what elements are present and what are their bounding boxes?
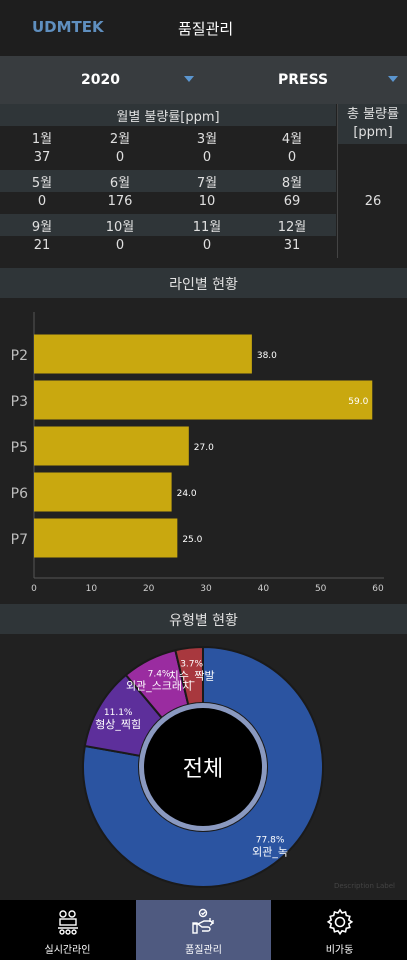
- month-label: 9월: [31, 220, 53, 235]
- month-label: 8월: [281, 176, 303, 191]
- month-value: 0: [115, 150, 125, 165]
- nav-label: 실시간라인: [44, 945, 91, 956]
- slice-name-label: 외관_스크래치: [126, 679, 192, 692]
- month-label: 1월: [31, 132, 53, 147]
- bar: [34, 426, 189, 466]
- month-value: 0: [287, 150, 297, 165]
- category-label: P5: [11, 440, 28, 456]
- month-label: 6월: [109, 176, 131, 191]
- bar: [34, 334, 252, 374]
- nav-label: 품질관리: [185, 945, 222, 956]
- slice-percent-label: 7.4%: [148, 669, 171, 679]
- x-tick-label: 20: [143, 584, 155, 594]
- x-tick-label: 60: [372, 584, 384, 594]
- month-value: 31: [283, 238, 301, 253]
- month-label-row: 9월 10월 11월 12월: [0, 214, 336, 236]
- category-label: P3: [11, 394, 28, 410]
- month-label: 3월: [196, 132, 218, 147]
- month-value: 0: [115, 238, 125, 253]
- category-label: P2: [11, 348, 28, 364]
- month-value: 176: [107, 194, 133, 209]
- bar-value-label: 38.0: [257, 351, 277, 361]
- process-select[interactable]: PRESS: [203, 56, 407, 104]
- month-value: 21: [33, 238, 51, 253]
- line-status-header: 라인별 현황: [0, 268, 407, 298]
- donut-hole: [144, 708, 262, 826]
- gear-icon: [326, 908, 353, 936]
- x-tick-label: 0: [31, 584, 37, 594]
- month-value-row: 21 0 0 31: [0, 236, 336, 258]
- chart-description-label: Description Label: [334, 882, 395, 890]
- month-label: 10월: [105, 220, 135, 235]
- filter-bar: 2020 PRESS: [0, 56, 407, 104]
- total-defect-column: 총 불량률 [ppm] 26: [337, 104, 407, 258]
- type-donut-chart: 전체 77.8% 외관_녹 11.1% 형상_찍힘 7.4% 외관_스크래치 3.7% 치수_짝…: [0, 634, 407, 896]
- slice-percent-label: 77.8%: [256, 836, 285, 846]
- bar: [34, 380, 373, 420]
- bar: [34, 472, 172, 512]
- bar-value-label: 27.0: [194, 443, 214, 453]
- bar-value-label: 25.0: [182, 535, 202, 545]
- nav-downtime[interactable]: 비가동: [272, 900, 407, 960]
- slice-name-label: 치수_짝발: [169, 670, 215, 683]
- total-defect-value: 26: [364, 194, 382, 209]
- month-label-row: 1월 2월 3월 4월: [0, 126, 336, 148]
- monthly-defect-table: 월별 불량률[ppm] 1월 2월 3월 4월 37 0 0 0 5월 6월 7…: [0, 104, 407, 258]
- type-status-header: 유형별 현황: [0, 604, 407, 634]
- quality-hand-icon: [191, 908, 214, 934]
- nav-label: 비가동: [325, 945, 354, 956]
- month-label: 5월: [31, 176, 53, 191]
- month-label-row: 5월 6월 7월 8월: [0, 170, 336, 192]
- month-label: 12월: [277, 220, 307, 235]
- bar-value-label: 24.0: [177, 489, 197, 499]
- month-value-row: 0 176 10 69: [0, 192, 336, 214]
- bar-value-label: 59.0: [348, 397, 368, 407]
- process-select-value: PRESS: [278, 72, 329, 88]
- month-label: 2월: [109, 132, 131, 147]
- x-tick-label: 50: [315, 584, 327, 594]
- month-value: 37: [33, 150, 51, 165]
- page-title: 품질관리: [178, 20, 234, 38]
- month-label: 11월: [192, 220, 222, 235]
- slice-name-label: 형상_찍힘: [95, 718, 141, 731]
- year-select-value: 2020: [81, 72, 120, 88]
- type-donut-chart-svg: 전체 77.8%외관_녹 11.1%형상_찍힘 7.4%외관_스크래치 3.7%치수_짝…: [82, 645, 324, 888]
- chevron-down-icon: [184, 76, 194, 82]
- bottom-navigation: 실시간라인 품질관리 비가동: [0, 900, 407, 960]
- total-defect-label: 총 불량률: [347, 107, 399, 122]
- brand-logo: UDMTEK: [32, 18, 104, 36]
- month-value: 0: [37, 194, 47, 209]
- donut-center-label: 전체: [183, 757, 223, 782]
- factory-line-icon: [57, 910, 78, 935]
- chevron-down-icon: [388, 76, 398, 82]
- month-value-row: 37 0 0 0: [0, 148, 336, 170]
- year-select[interactable]: 2020: [0, 56, 200, 104]
- month-label: 4월: [281, 132, 303, 147]
- month-value: 0: [202, 238, 212, 253]
- nav-quality[interactable]: 품질관리: [136, 900, 271, 960]
- nav-realtime-line[interactable]: 실시간라인: [0, 900, 135, 960]
- month-value: 0: [202, 150, 212, 165]
- app-header: UDMTEK 품질관리: [0, 0, 407, 56]
- slice-percent-label: 11.1%: [104, 708, 133, 718]
- month-value: 10: [198, 194, 216, 209]
- bar: [34, 518, 178, 558]
- x-tick-label: 10: [86, 584, 98, 594]
- month-value: 69: [283, 194, 301, 209]
- category-label: P7: [11, 532, 28, 548]
- total-defect-unit: [ppm]: [353, 125, 393, 140]
- month-label: 7월: [196, 176, 218, 191]
- line-bar-chart-svg: P2 38.0 P3 59.0 P5 27.0 P6 24.0 P7 25.0 0 10 20 30 40 5…: [11, 312, 384, 594]
- slice-percent-label: 3.7%: [180, 660, 203, 670]
- x-tick-label: 40: [258, 584, 270, 594]
- slice-name-label: 외관_녹: [252, 846, 288, 859]
- line-bar-chart: P2 38.0 P3 59.0 P5 27.0 P6 24.0 P7 25.0 0 10 20 30 40 5…: [0, 300, 407, 596]
- x-tick-label: 30: [200, 584, 212, 594]
- category-label: P6: [11, 486, 28, 502]
- monthly-table-title: 월별 불량률[ppm]: [0, 104, 336, 126]
- total-defect-header: 총 불량률 [ppm]: [338, 104, 407, 144]
